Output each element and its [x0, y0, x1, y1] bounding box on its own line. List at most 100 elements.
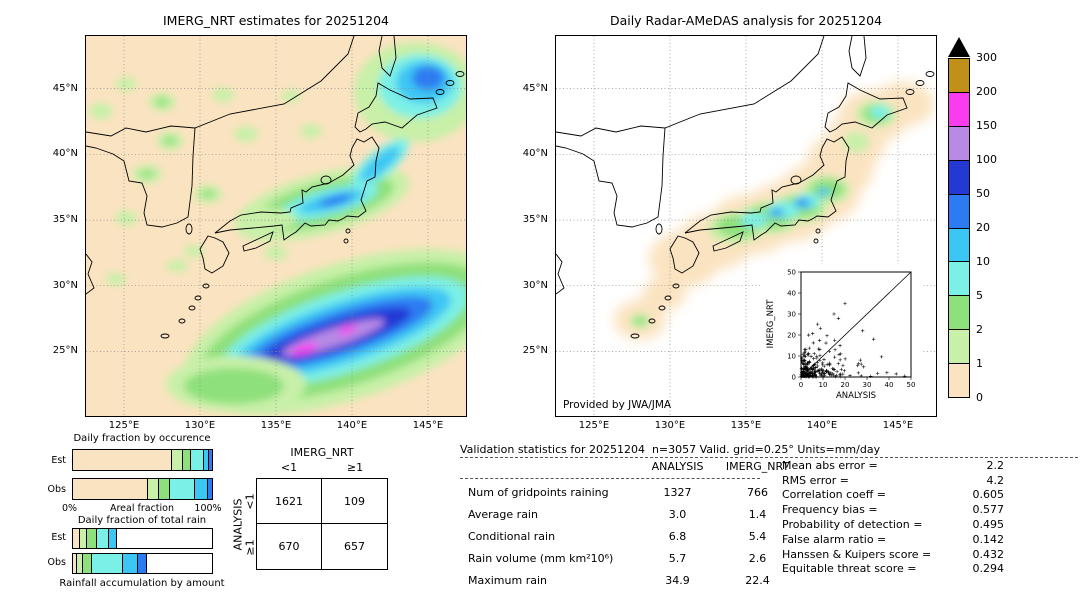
- colorbar-tick-label: 10: [976, 255, 990, 268]
- imerg-col-header: IMERG_NRT: [725, 460, 790, 473]
- validation-cell: 5.7: [668, 551, 687, 565]
- contingency-cell: 657: [344, 540, 365, 553]
- lat-tick-label: 45°N: [52, 82, 78, 94]
- stat-value: 0.577: [972, 503, 1005, 517]
- lon-tick-label: 135°E: [730, 420, 762, 431]
- svg-text:10: 10: [787, 353, 796, 361]
- colorbar-segment: [949, 160, 969, 195]
- lon-tick-label: 125°E: [108, 420, 140, 431]
- svg-text:10: 10: [819, 381, 828, 389]
- total-rain-title: Daily fraction of total rain: [77, 515, 207, 526]
- validation-cell: 5.4: [748, 529, 767, 543]
- lon-tick-label: 130°E: [654, 420, 686, 431]
- stat-label: RMS error =: [782, 473, 853, 487]
- credit-text: Provided by JWA/JMA: [563, 399, 672, 411]
- lat-tick-label: 45°N: [522, 82, 548, 94]
- svg-text:50: 50: [907, 381, 916, 389]
- bar-segment: [182, 450, 192, 470]
- svg-text:40: 40: [885, 381, 894, 389]
- radar-map-panel: 45°N 40°N 35°N 30°N 25°N 125°E 130°E 135°E 140°…: [523, 35, 937, 431]
- colorbar-tick-label: 150: [976, 119, 997, 132]
- validation-cell: 1.4: [748, 507, 767, 521]
- bar-segment: [82, 554, 93, 573]
- validation-cell: 34.9: [665, 573, 690, 587]
- stat-line: Probability of detection = 0.495: [782, 517, 1004, 532]
- lat-tick-label: 35°N: [52, 214, 78, 226]
- svg-text:0: 0: [792, 374, 796, 382]
- validation-cell: 2.6: [748, 551, 767, 565]
- stat-line: Hanssen & Kuipers score = 0.432: [782, 547, 1004, 562]
- bar-segment: [77, 554, 83, 573]
- colorbar-over-triangle: [948, 37, 970, 57]
- contingency-table: 1621 109 670 657: [256, 478, 388, 570]
- est-label-total: Est: [51, 532, 66, 543]
- validation-cell: 6.8: [668, 529, 687, 543]
- total-est-bar: [72, 528, 213, 549]
- contingency-row-label-ge1: ≥1: [243, 539, 257, 556]
- occurrence-title: Daily fraction by occurence: [73, 433, 211, 444]
- lat-tick-label: 25°N: [522, 345, 548, 357]
- bar-segment: [138, 554, 147, 573]
- map-lat-labels: 45°N 40°N 35°N 30°N 25°N: [516, 36, 552, 416]
- stat-line: Frequency bias = 0.577: [782, 502, 1004, 517]
- bar-segment: [159, 479, 171, 499]
- inset-diagonal-line: [800, 271, 912, 378]
- inset-ylabel: IMERG_NRT: [766, 299, 776, 349]
- stat-value: 0.605: [972, 488, 1005, 502]
- imerg-map-canvas: [86, 36, 466, 416]
- lon-tick-label: 125°E: [578, 420, 610, 431]
- lat-tick-label: 30°N: [52, 279, 78, 291]
- colorbar-tick-label: 100: [976, 153, 997, 166]
- colorbar-tick-label: 0: [976, 391, 983, 404]
- map-lon-labels: 125°E 130°E 135°E 140°E 145°E: [556, 416, 936, 432]
- accumulation-label: Rainfall accumulation by amount: [59, 578, 225, 589]
- stat-label: False alarm ratio =: [782, 532, 890, 546]
- occurrence-obs-bar: [72, 478, 213, 500]
- stat-line: Mean abs error = 2.2: [782, 458, 1004, 473]
- colorbar-segment: [949, 194, 969, 229]
- contingency-col-title: IMERG_NRT: [290, 446, 354, 459]
- colorbar-segment: [949, 330, 969, 365]
- imerg-map-panel: 45°N 40°N 35°N 30°N 25°N 125°E 130°E 135°E 140°…: [53, 35, 467, 431]
- inset-scatter: 0 10 20 30 40 50 0 10 20 30 40 50 ANALYSIS IMERG_N…: [761, 264, 921, 412]
- bar-segment: [109, 529, 118, 548]
- colorbar-labels: 300 200 150 100 50 20 10 5 2 1 0: [976, 51, 1016, 404]
- bar-segment: [203, 450, 210, 470]
- colorbar-tick-label: 200: [976, 85, 997, 98]
- bar-segment: [92, 554, 123, 573]
- colorbar-tick-label: 5: [976, 289, 983, 302]
- inset-xlabel: ANALYSIS: [836, 391, 876, 401]
- contingency-col-label-lt1: <1: [280, 461, 298, 474]
- colorbar-segment: [949, 228, 969, 263]
- validation-cell: Conditional rain: [468, 529, 556, 543]
- bar-segment: [191, 450, 204, 470]
- bar-segment: [73, 479, 149, 499]
- lat-tick-label: 25°N: [52, 345, 78, 357]
- inset-xticks: 0 10 20 30 40 50: [799, 377, 916, 389]
- obs-label-total: Obs: [47, 557, 66, 568]
- occurrence-est-bar: [72, 449, 213, 471]
- stat-label: Hanssen & Kuipers score =: [782, 547, 935, 561]
- validation-cell: Maximum rain: [468, 573, 547, 587]
- svg-text:0: 0: [799, 381, 803, 389]
- est-label: Est: [51, 455, 66, 466]
- colorbar-segment: [949, 296, 969, 331]
- title-rule: [460, 457, 1078, 458]
- lat-tick-label: 35°N: [522, 214, 548, 226]
- validation-cell: Rain volume (mm km²10⁶): [468, 551, 614, 565]
- validation-row: Rain volume (mm km²10⁶) 5.7 2.6: [468, 547, 800, 569]
- axis-0pct-label: 0%: [62, 503, 78, 514]
- lon-tick-label: 140°E: [336, 420, 368, 431]
- bar-segment: [79, 529, 87, 548]
- bar-segment: [86, 529, 97, 548]
- inset-points: [799, 301, 907, 379]
- colorbar-segment: [949, 92, 969, 127]
- colorbar-segments: [948, 58, 970, 398]
- validation-cell: Average rain: [468, 507, 538, 521]
- bar-segment: [73, 529, 80, 548]
- colorbar-segment: [949, 364, 969, 398]
- stat-value: 2.2: [986, 458, 1005, 472]
- bar-segment: [73, 554, 78, 573]
- bar-segment: [170, 479, 196, 499]
- stat-label: Mean abs error =: [782, 458, 882, 472]
